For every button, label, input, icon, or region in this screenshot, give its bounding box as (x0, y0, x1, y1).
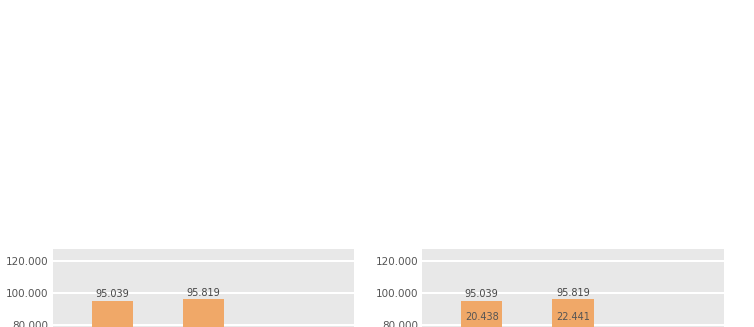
Bar (92, 301, 133, 327)
Bar (553, 300, 593, 327)
Text: 95.039: 95.039 (95, 289, 129, 299)
Text: 20.438: 20.438 (464, 312, 498, 322)
Text: 95.819: 95.819 (556, 287, 590, 298)
Bar (461, 301, 502, 327)
Bar (183, 300, 224, 327)
Text: 95.819: 95.819 (187, 287, 220, 298)
Text: 95.039: 95.039 (464, 289, 498, 299)
Text: 22.441: 22.441 (556, 312, 590, 322)
